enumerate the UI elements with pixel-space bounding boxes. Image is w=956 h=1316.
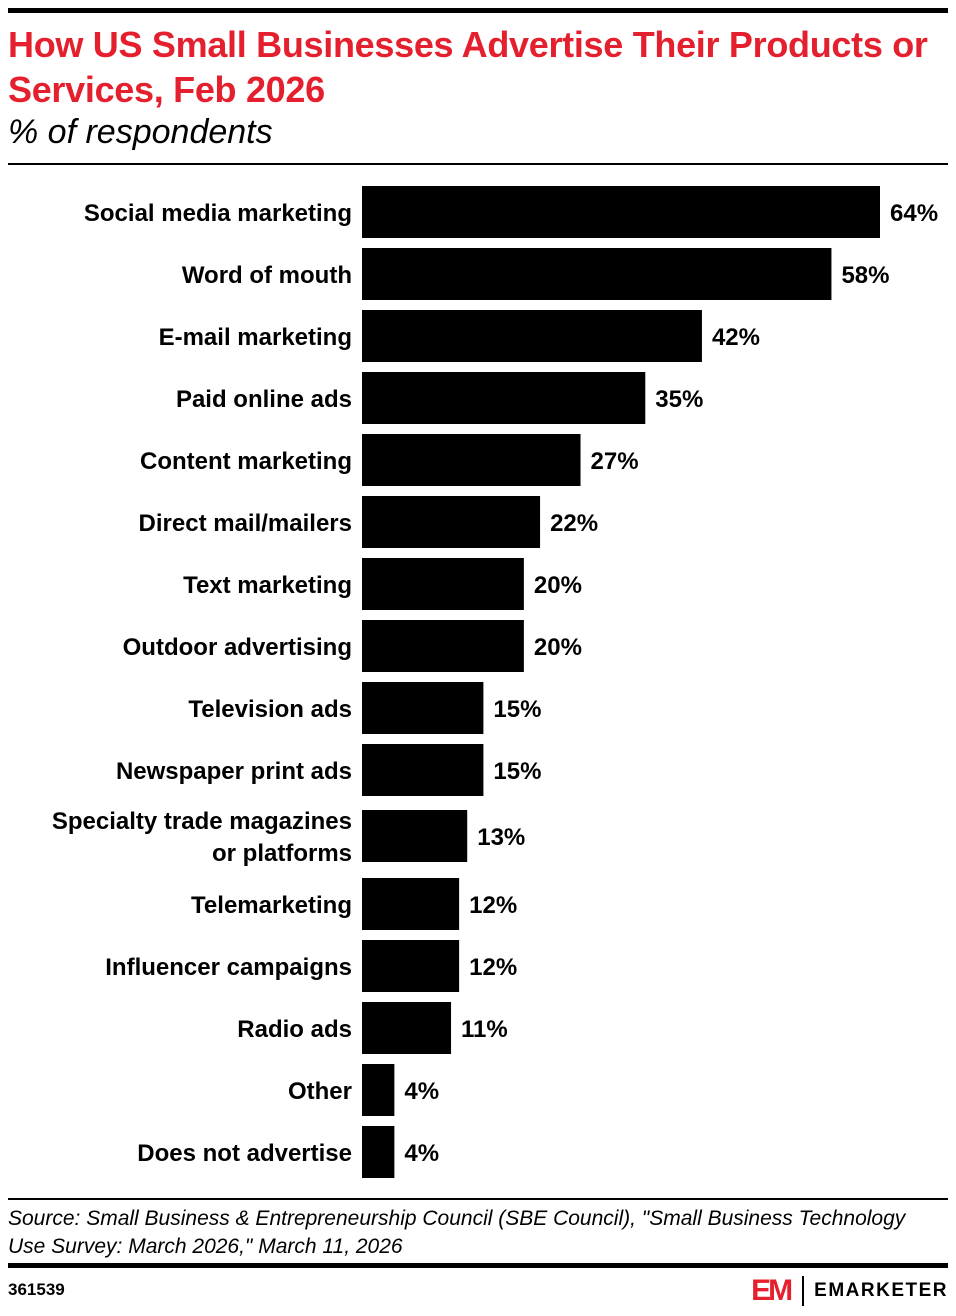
chart-title: How US Small Businesses Advertise Their … — [8, 24, 928, 110]
value-label: 12% — [469, 892, 517, 919]
source-rule — [8, 1198, 948, 1200]
category-label: Content marketing — [140, 448, 352, 475]
value-label: 35% — [655, 386, 703, 413]
category-label: Radio ads — [237, 1016, 352, 1043]
bar — [362, 434, 581, 486]
value-label: 11% — [461, 1016, 508, 1043]
category-label: Text marketing — [183, 572, 352, 599]
bar — [362, 496, 541, 548]
value-label: 13% — [477, 824, 525, 851]
bar — [362, 1064, 395, 1116]
bar — [362, 682, 484, 734]
bar — [362, 372, 646, 424]
category-label: Telemarketing — [191, 892, 352, 919]
value-label: 4% — [404, 1078, 439, 1105]
value-label: 58% — [841, 262, 889, 289]
bar-chart: Social media marketing 64% Word of mouth 58… — [52, 186, 938, 1178]
category-label: Does not advertise — [137, 1140, 352, 1167]
bar — [362, 810, 468, 862]
value-label: 12% — [469, 954, 517, 981]
bar — [362, 186, 880, 238]
value-label: 42% — [712, 324, 760, 351]
value-label: 20% — [534, 634, 582, 661]
category-label: Direct mail/mailers — [139, 510, 352, 537]
value-label: 64% — [890, 200, 938, 227]
category-label: Newspaper print ads — [116, 758, 352, 785]
category-label: Influencer campaigns — [105, 954, 352, 981]
category-label: Social media marketing — [84, 200, 352, 227]
bar — [362, 1126, 395, 1178]
logo-divider — [802, 1276, 805, 1306]
chart-subtitle: % of respondents — [8, 113, 273, 151]
category-label: Television ads — [188, 696, 352, 723]
value-label: 27% — [591, 448, 639, 475]
value-label: 15% — [493, 758, 541, 785]
emarketer-logo: EM EMARKETER — [751, 1276, 948, 1306]
value-label: 20% — [534, 572, 582, 599]
bar — [362, 620, 524, 672]
header-rule — [8, 163, 948, 165]
category-label: Word of mouth — [182, 262, 352, 289]
bottom-rule — [8, 1263, 948, 1268]
top-rule — [8, 8, 948, 13]
bar — [362, 248, 832, 300]
category-label: Other — [288, 1078, 352, 1105]
category-label: or platforms — [212, 840, 352, 867]
source-note: Source: Small Business & Entrepreneurshi… — [8, 1207, 906, 1258]
value-label: 15% — [493, 696, 541, 723]
value-label: 22% — [550, 510, 598, 537]
bar — [362, 744, 484, 796]
category-label: Paid online ads — [176, 386, 352, 413]
chart-id: 361539 — [8, 1280, 65, 1299]
bar — [362, 558, 524, 610]
bar — [362, 940, 460, 992]
value-label: 4% — [404, 1140, 439, 1167]
category-label: Outdoor advertising — [123, 634, 352, 661]
category-label: E-mail marketing — [159, 324, 352, 351]
bar — [362, 1002, 452, 1054]
bar — [362, 878, 460, 930]
category-label: Specialty trade magazines — [52, 808, 352, 835]
bar — [362, 310, 702, 362]
logo-mark: EM — [751, 1274, 793, 1307]
logo-text: EMARKETER — [814, 1280, 948, 1301]
